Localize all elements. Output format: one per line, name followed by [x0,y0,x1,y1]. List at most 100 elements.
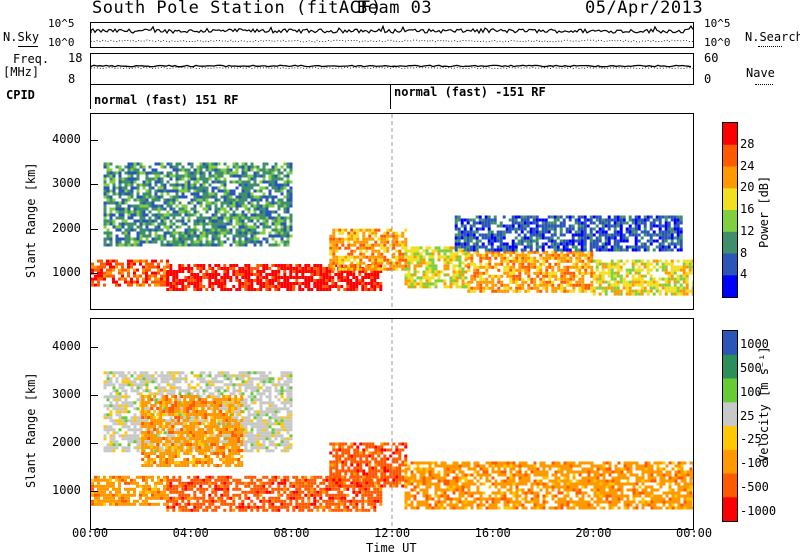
nsky-label: N.Sky [3,30,39,44]
velocity-colorbar-tick-6: -500 [740,480,769,494]
freq-tick-bottom: 8 [68,72,75,86]
power-colorbar-swatch-3 [723,188,737,210]
freq-series-line [91,65,691,66]
power-colorbar [722,122,738,298]
scatter-region-4 [467,251,593,293]
nsky-legend-line [18,46,38,47]
velocity-heatmap-svg [91,319,693,529]
nave-tick-bottom: 0 [704,72,711,86]
freq-unit: [MHz] [3,65,39,79]
scatter-region-7 [455,216,683,252]
velocity-colorbar-swatch-0 [723,331,737,355]
velocity-colorbar [722,330,738,522]
station-title: South Pole Station (fitACF) [92,0,382,18]
power-colorbar-svg [723,123,737,297]
cpid-label: CPID [6,88,35,102]
velocity-ytick-mark-0 [90,491,98,492]
beam-title: Beam 03 [357,0,432,18]
velocity-colorbar-swatch-5 [723,450,737,474]
power-ytick-0: 1000 [52,265,81,279]
cpid-segment-1: normal (fast) -151 RF [394,85,546,99]
power-colorbar-tick-3: 16 [740,202,754,216]
cpid-segment-0: normal (fast) 151 RF [94,93,239,107]
velocity-ytick-2: 3000 [52,387,81,401]
power-colorbar-tick-0: 4 [740,267,747,281]
scatter-region-3 [405,246,468,288]
power-colorbar-tick-4: 20 [740,180,754,194]
noise-strip [90,22,694,48]
time-tick-1: 04:00 [173,526,209,540]
freq-label: Freq. [13,52,49,66]
velocity-colorbar-tick-3: 25 [740,409,754,423]
nsearch-label: N.Search [745,30,800,44]
power-colorbar-swatch-7 [723,275,737,297]
power-ytick-mark-0 [90,273,98,274]
power-colorbar-swatch-2 [723,167,737,189]
power-ytick-3: 4000 [52,132,81,146]
nsearch-series-line [91,40,693,42]
nave-legend-line [755,84,773,85]
power-colorbar-swatch-5 [723,232,737,254]
velocity-colorbar-swatch-7 [723,497,737,521]
nsky-series-line [91,26,693,33]
velocity-ytick-mark-1 [90,443,98,444]
scatter-region-2 [329,443,407,488]
power-colorbar-swatch-1 [723,145,737,167]
velocity-colorbar-svg [723,331,737,521]
power-ytick-mark-2 [90,184,98,185]
scatter-region-3 [405,462,694,510]
nsky-tick-bottom: 10^0 [48,36,75,49]
velocity-colorbar-tick-7: -1000 [740,504,776,518]
velocity-ytick-3: 4000 [52,339,81,353]
velocity-ytick-mark-3 [90,347,98,348]
velocity-colorbar-swatch-1 [723,355,737,379]
time-tick-3: 12:00 [374,526,410,540]
nsearch-tick-bottom: 10^0 [704,36,731,49]
velocity-colorbar-swatch-4 [723,426,737,450]
velocity-colorbar-swatch-3 [723,402,737,426]
time-tick-5: 20:00 [575,526,611,540]
time-tick-2: 08:00 [273,526,309,540]
date-title: 05/Apr/2013 [585,0,703,18]
power-plot [90,113,694,310]
power-ytick-1: 2000 [52,221,81,235]
cpid-marker-0 [90,85,91,109]
scatter-region-6 [104,163,293,247]
nsky-tick-top: 10^5 [48,17,75,30]
freq-strip-svg [91,54,693,84]
power-ylabel: Slant Range [km] [24,162,38,278]
power-colorbar-tick-6: 28 [740,137,754,151]
power-colorbar-label: Power [dB] [757,176,771,248]
velocity-ylabel: Slant Range [km] [24,372,38,488]
velocity-colorbar-swatch-2 [723,379,737,403]
nsearch-tick-top: 10^5 [704,17,731,30]
nave-series-line [91,67,693,68]
scatter-region-5 [593,260,693,296]
nave-tick-top: 60 [704,51,718,65]
noise-strip-svg [91,23,693,47]
time-tick-6: 00:00 [676,526,712,540]
time-axis-label: Time UT [366,541,417,555]
velocity-ytick-1: 2000 [52,435,81,449]
time-tick-4: 16:00 [475,526,511,540]
power-ytick-mark-3 [90,140,98,141]
freq-strip [90,53,694,85]
velocity-ytick-mark-2 [90,395,98,396]
velocity-colorbar-label: Velocity [m s⁻¹] [757,346,771,462]
nsearch-legend-line [758,46,782,47]
power-colorbar-swatch-4 [723,210,737,232]
power-colorbar-tick-1: 8 [740,246,747,260]
nave-label: Nave [746,66,775,80]
power-ytick-2: 3000 [52,176,81,190]
cpid-marker-1 [390,85,391,109]
power-heatmap-svg [91,114,693,309]
power-colorbar-swatch-6 [723,254,737,276]
time-tick-0: 00:00 [72,526,108,540]
freq-tick-top: 18 [68,51,82,65]
cpid-strip: normal (fast) 151 RF normal (fast) -151 … [90,85,694,109]
velocity-colorbar-swatch-6 [723,474,737,498]
power-ytick-mark-1 [90,229,98,230]
scatter-region-0 [91,476,169,506]
velocity-plot [90,318,694,530]
power-colorbar-tick-2: 12 [740,224,754,238]
